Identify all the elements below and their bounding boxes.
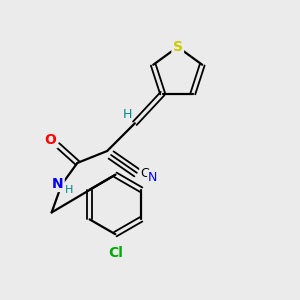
Text: C: C — [140, 167, 148, 180]
Text: O: O — [45, 133, 57, 147]
Text: N: N — [52, 177, 63, 191]
Text: H: H — [65, 185, 74, 195]
Text: S: S — [173, 40, 183, 54]
Text: H: H — [123, 108, 133, 121]
Text: N: N — [148, 171, 157, 184]
Text: Cl: Cl — [108, 246, 123, 260]
